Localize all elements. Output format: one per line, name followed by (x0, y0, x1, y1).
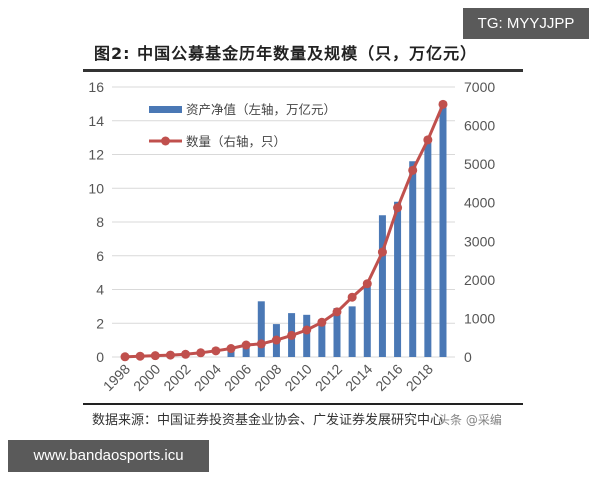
line-marker (211, 346, 221, 356)
line-marker (165, 350, 175, 360)
bar (257, 301, 265, 357)
x-axis-tick: 2012 (312, 361, 345, 394)
line-marker (347, 292, 357, 302)
left-axis-tick: 2 (96, 315, 104, 331)
line-marker (120, 352, 130, 362)
x-axis-tick: 1998 (100, 361, 133, 394)
x-axis-tick: 2006 (221, 361, 254, 394)
line-marker (226, 344, 236, 354)
right-axis-tick: 7000 (464, 79, 495, 95)
line-marker (256, 339, 266, 349)
chart-title: 图2: 中国公募基金历年数量及规模（只，万亿元） (94, 44, 478, 63)
bar (378, 215, 386, 357)
tg-watermark-badge: TG: MYYJJPP (463, 8, 589, 39)
left-axis-tick: 10 (88, 180, 104, 196)
line-marker (393, 203, 403, 213)
line-marker (135, 351, 145, 361)
legend-label-net-assets: 资产净值（左轴，万亿元） (186, 102, 336, 117)
bar (409, 161, 417, 357)
bar (348, 306, 356, 357)
line-marker (362, 279, 372, 289)
series-line (124, 103, 445, 359)
right-axis-tick: 0 (464, 349, 472, 365)
x-axis-tick: 2004 (191, 361, 224, 394)
line-marker (241, 340, 251, 350)
line-marker (196, 348, 206, 358)
x-axis-tick: 2018 (403, 361, 436, 394)
line-marker (317, 317, 327, 327)
right-axis-tick: 2000 (464, 272, 495, 288)
x-axis-tick: 2014 (342, 361, 375, 394)
bar (242, 345, 250, 357)
left-axis-tick: 8 (96, 214, 104, 230)
x-axis-tick: 2000 (130, 361, 163, 394)
legend-line-marker (161, 136, 170, 146)
left-axis-tick: 16 (88, 79, 104, 95)
bar (318, 319, 326, 357)
x-axis-tick: 2008 (251, 361, 284, 394)
left-axis-tick: 14 (88, 113, 104, 129)
legend-label-fund-count: 数量（右轴，只） (186, 134, 286, 149)
line-marker (408, 165, 418, 175)
right-axis-tick: 1000 (464, 310, 495, 326)
line-marker (150, 351, 160, 361)
bar (333, 308, 341, 357)
data-source-note: 数据来源：中国证券投资基金业协会、广发证券发展研究中心 (92, 413, 444, 428)
left-axis-tick: 6 (96, 248, 104, 264)
line-marker (438, 99, 448, 109)
bar (424, 137, 432, 357)
right-axis-tick: 5000 (464, 156, 495, 172)
line-marker (271, 335, 281, 345)
bar (394, 201, 402, 357)
right-axis-tick: 6000 (464, 118, 495, 134)
line-marker (287, 330, 297, 340)
inline-watermark: 头条 @采编 (438, 413, 502, 427)
left-axis-tick: 12 (88, 147, 104, 163)
line-marker (181, 349, 191, 359)
title-divider (83, 69, 523, 72)
footer-divider (83, 403, 523, 405)
line-marker (302, 325, 312, 335)
site-watermark-badge: www.bandaosports.icu (8, 440, 209, 472)
bar (363, 281, 371, 357)
x-axis-tick: 2010 (281, 361, 314, 394)
bar (303, 314, 311, 357)
line-marker (332, 307, 342, 317)
left-axis-tick: 0 (96, 349, 104, 365)
legend-bar-swatch (149, 106, 182, 113)
x-axis-tick: 2016 (372, 361, 405, 394)
line-marker (377, 247, 387, 257)
bar (439, 107, 447, 357)
right-axis-tick: 4000 (464, 195, 495, 211)
x-axis-tick: 2002 (160, 361, 193, 394)
right-axis-tick: 3000 (464, 233, 495, 249)
left-axis-tick: 4 (96, 282, 104, 298)
line-marker (423, 135, 433, 145)
